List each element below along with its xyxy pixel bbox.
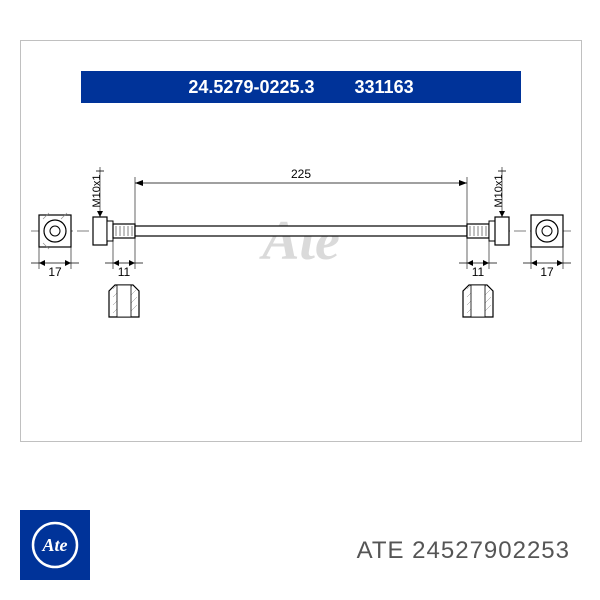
header-bar: 24.5279-0225.3 331163 — [81, 71, 521, 103]
dim-overall: 225 — [135, 167, 467, 226]
thread-right: M10x1 — [493, 174, 505, 207]
dim-collar-right: 11 — [472, 265, 485, 279]
dim-banjo-left: 17 — [48, 265, 62, 279]
reference-number: 331163 — [355, 77, 414, 98]
dim-collar-left: 11 — [118, 265, 131, 279]
banjo-left: 17 — [31, 213, 79, 279]
diagram-frame: 24.5279-0225.3 331163 Ate 17 — [20, 40, 582, 442]
footer-brand: ATE — [357, 537, 405, 564]
footer-catalog: 24527902253 — [412, 537, 570, 564]
bushing-right — [463, 285, 493, 317]
collar-right: M10x1 11 — [459, 167, 509, 279]
dim-length: 225 — [291, 167, 311, 181]
banjo-right: 17 — [523, 215, 571, 279]
hose-body — [135, 226, 467, 236]
thread-left: M10x1 — [91, 174, 103, 207]
svg-text:Ate: Ate — [42, 535, 68, 555]
part-number: 24.5279-0225.3 — [188, 77, 314, 98]
footer-label: ATE 24527902253 — [357, 537, 570, 565]
part-drawing: 17 M10x1 11 — [21, 121, 581, 321]
dim-banjo-right: 17 — [540, 265, 554, 279]
bushing-left — [109, 285, 139, 317]
brand-logo: Ate — [20, 510, 90, 580]
